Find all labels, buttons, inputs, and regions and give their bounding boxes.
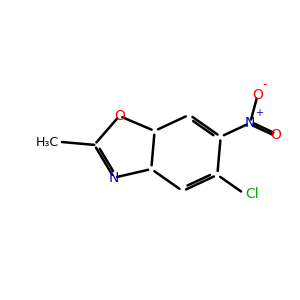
Text: H₃C: H₃C xyxy=(36,136,59,148)
Text: N: N xyxy=(109,171,119,185)
Text: O: O xyxy=(271,128,282,142)
Text: N: N xyxy=(245,116,255,130)
Text: +: + xyxy=(255,108,263,118)
Text: Cl: Cl xyxy=(245,187,259,200)
Text: O: O xyxy=(252,88,263,102)
Text: O: O xyxy=(114,109,125,123)
Text: -: - xyxy=(262,78,267,92)
